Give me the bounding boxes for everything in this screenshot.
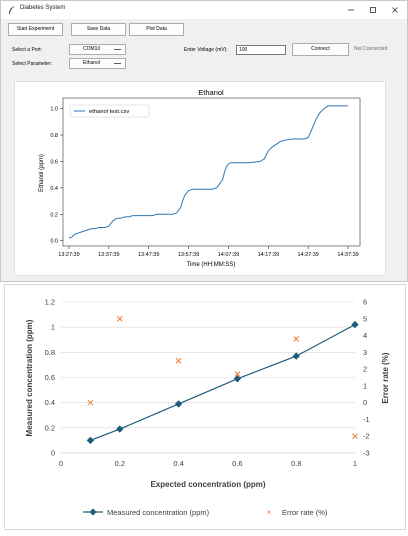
plot-x-tick-label: 13:37:39	[98, 252, 119, 258]
connection-status: Not Connected	[354, 46, 388, 52]
minimize-button[interactable]	[340, 3, 362, 17]
plot-title: Ethanol	[198, 88, 224, 97]
excel-chart: 0 0.2 0.4 0.6 0.8 1 1.2 -3 -2 -1 0 1 2 3 4 5 6 0 0.2 0.4 0…	[4, 284, 406, 530]
excel-y2-tick-label: 3	[363, 348, 367, 357]
window-title: Diabetes System	[20, 5, 66, 11]
excel-y2-tick-label: -3	[363, 449, 370, 458]
plot-legend-label: ethanol test.csv	[89, 109, 129, 115]
plot-x-tick-label: 13:57:39	[178, 252, 199, 258]
excel-y2-tick-label: 1	[363, 381, 367, 390]
parameter-select[interactable]: Ethanol	[69, 58, 126, 69]
excel-x-tick-label: 0.2	[115, 459, 125, 468]
plot-y-axis-label: Ethanol (ppm)	[39, 154, 45, 192]
plot-y-tick-label: 1.0	[50, 107, 58, 113]
error-rate-point	[234, 371, 241, 377]
feather-icon	[9, 6, 15, 14]
parameter-select-value: Ethanol	[83, 60, 100, 66]
close-icon	[392, 7, 398, 13]
excel-y2-tick-label: 4	[363, 331, 367, 340]
plot-y-tick-label: 0.0	[50, 239, 58, 245]
excel-y-tick-label: 1	[51, 323, 55, 332]
excel-x-tick-label: 0.4	[173, 459, 183, 468]
excel-x-tick-label: 1	[353, 459, 357, 468]
measured-point	[174, 400, 183, 408]
error-rate-point	[293, 336, 300, 342]
excel-y-tick-label: 0	[51, 449, 55, 458]
connect-button[interactable]: Connect	[292, 43, 349, 56]
legend-measured-label: Measured concentration (ppm)	[107, 508, 210, 517]
measured-point	[351, 320, 359, 329]
excel-y2-tick-label: -1	[363, 415, 370, 424]
plot-series-line	[68, 105, 348, 239]
measured-series-line	[90, 324, 356, 441]
excel-y-tick-label: 0.4	[45, 398, 55, 407]
excel-y-tick-label: 0.2	[45, 423, 55, 432]
chevron-down-icon	[114, 49, 121, 50]
excel-y2-tick-label: -2	[363, 432, 370, 441]
excel-x-tick-label: 0.8	[291, 459, 301, 468]
plot-legend: ethanol test.csv	[69, 104, 150, 118]
legend-error-marker: ×	[267, 508, 272, 517]
excel-y2-tick-label: 0	[363, 398, 367, 407]
minimize-icon	[348, 9, 354, 11]
voltage-label: Enter Voltage (mV):	[184, 47, 228, 53]
voltage-input[interactable]: 100	[236, 45, 286, 55]
excel-y-axis-label: Measured concentration (ppm)	[25, 319, 34, 436]
port-select[interactable]: COM10	[69, 44, 126, 55]
legend-measured-marker	[89, 508, 97, 516]
plot-x-tick-label: 13:47:39	[138, 252, 159, 258]
start-experiment-button[interactable]: Start Experiment	[8, 23, 63, 36]
plot-x-axis-label: Time (HH:MM:SS)	[187, 262, 236, 268]
excel-y2-tick-label: 6	[363, 298, 367, 307]
maximize-button[interactable]	[362, 3, 384, 17]
excel-y-tick-label: 1.2	[45, 298, 55, 307]
plot-y-tick-label: 0.2	[50, 212, 58, 218]
error-rate-point	[352, 433, 358, 440]
legend-error-label: Error rate (%)	[282, 508, 328, 517]
excel-legend: Measured concentration (ppm) × Error rat…	[83, 508, 328, 517]
excel-y-tick-label: 0.8	[45, 348, 55, 357]
plot-canvas: Ethanol 0.0 0.2 0.4 0.6 0.8 1.0 13:27:39 13:37…	[14, 81, 386, 276]
measured-point	[292, 352, 300, 360]
error-rate-point	[87, 399, 94, 406]
plot-x-tick-label: 14:17:39	[258, 252, 279, 258]
plot-y-tick-label: 0.6	[50, 159, 58, 165]
plot-x-tick-label: 14:27:39	[297, 252, 318, 258]
plot-y-tick-label: 0.4	[50, 186, 58, 192]
excel-y2-tick-label: 2	[363, 365, 367, 374]
plot-x-tick-label: 14:07:39	[218, 252, 239, 258]
plot-x-tick-label: 13:27:39	[58, 252, 79, 258]
excel-x-tick-label: 0.6	[232, 459, 242, 468]
save-data-button[interactable]: Save Data	[71, 23, 126, 36]
error-rate-point	[175, 357, 182, 364]
measured-point	[86, 436, 95, 445]
excel-y-tick-label: 0.6	[45, 373, 55, 382]
port-select-value: COM10	[83, 46, 101, 52]
plot-x-tick-label: 14:37:39	[337, 252, 358, 258]
excel-x-tick-label: 0	[59, 459, 63, 468]
excel-y2-axis-label: Error rate (%)	[381, 352, 390, 403]
chevron-down-icon	[114, 63, 121, 64]
parameter-label: Select Parameter:	[12, 61, 53, 67]
close-button[interactable]	[384, 3, 406, 17]
maximize-icon	[370, 7, 376, 13]
plot-data-button[interactable]: Plot Data	[129, 23, 184, 36]
error-rate-point	[116, 315, 123, 322]
excel-chart-svg: 0 0.2 0.4 0.6 0.8 1 1.2 -3 -2 -1 0 1 2 3 4 5 6 0 0.2 0.4 0…	[25, 298, 390, 518]
ethanol-plot: Ethanol 0.0 0.2 0.4 0.6 0.8 1.0 13:27:39 13:37…	[39, 88, 361, 268]
excel-x-axis-label: Expected concentration (ppm)	[150, 480, 265, 489]
plot-y-tick-label: 0.8	[50, 133, 58, 139]
title-bar: Diabetes System	[1, 1, 407, 19]
excel-y2-tick-label: 5	[363, 314, 367, 323]
app-window: Diabetes System Start Experiment Save Da…	[0, 0, 408, 282]
measured-point	[116, 425, 124, 433]
port-label: Select a Port:	[12, 47, 43, 53]
